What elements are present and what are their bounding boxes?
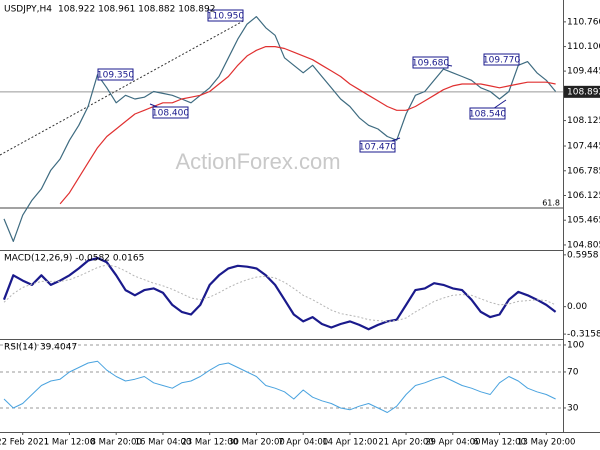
y-tick-label: 110.100 bbox=[567, 42, 600, 52]
panel-title: MACD(12,26,9) -0.0582 0.0165 bbox=[4, 254, 144, 264]
y-tick-label: 105.465 bbox=[567, 216, 600, 226]
series-line bbox=[59, 46, 556, 205]
y-tick-label: 107.445 bbox=[567, 142, 600, 152]
annotation-box bbox=[412, 56, 449, 69]
annotation-box bbox=[152, 106, 189, 119]
annotation-box bbox=[359, 140, 396, 153]
series-line bbox=[3, 16, 557, 242]
annotation-box bbox=[483, 53, 520, 66]
y-tick-label: 104.805 bbox=[567, 240, 600, 250]
x-tick-label: 22 Feb 2021 bbox=[0, 438, 49, 448]
y-tick-label: -0.3158 bbox=[567, 330, 600, 340]
annotation-label: 109.350 bbox=[97, 70, 134, 80]
price-box-label: 108.892 bbox=[567, 87, 600, 97]
annotation-label: 108.400 bbox=[152, 108, 189, 118]
x-tick-label: 21 Apr 20:00 bbox=[378, 438, 433, 448]
x-tick-label: 8 Mar 20:00 bbox=[91, 438, 142, 448]
panel-quote: 108.922 108.961 108.882 108.892 bbox=[58, 5, 215, 15]
y-tick-label: 30 bbox=[567, 403, 579, 413]
y-tick-label: 100 bbox=[567, 340, 584, 350]
annotation-label: 109.770 bbox=[483, 55, 520, 65]
x-tick-label: 23 Mar 12:00 bbox=[181, 438, 238, 448]
y-tick-label: 110.760 bbox=[567, 17, 600, 27]
x-tick-label: 14 Apr 12:00 bbox=[322, 438, 377, 448]
annotation-label: 110.950 bbox=[207, 11, 244, 21]
trend-line bbox=[0, 19, 246, 156]
annotation-box bbox=[97, 68, 134, 81]
x-tick-label: 30 Mar 20:00 bbox=[228, 438, 285, 448]
y-tick-label: 0.5958 bbox=[567, 250, 599, 260]
annotation-label: 108.540 bbox=[469, 109, 506, 119]
x-tick-label: 7 Apr 04:00 bbox=[278, 438, 328, 448]
watermark: ActionForex.com bbox=[175, 149, 340, 174]
panel-title: RSI(14) 39.4047 bbox=[4, 343, 77, 353]
x-tick-label: 1 Mar 12:00 bbox=[44, 438, 95, 448]
panel-title: USDJPY,H4 bbox=[4, 5, 52, 15]
y-tick-label: 106.125 bbox=[567, 191, 600, 201]
x-tick-label: 6 May 12:00 bbox=[473, 438, 526, 448]
series-line bbox=[3, 264, 556, 322]
x-tick-label: 16 Mar 04:00 bbox=[135, 438, 192, 448]
y-tick-label: 108.125 bbox=[567, 116, 600, 126]
fib-label: 61.8 bbox=[542, 199, 560, 208]
series-line bbox=[2, 256, 557, 331]
annotation-label: 109.680 bbox=[412, 58, 449, 68]
annotation-box bbox=[469, 107, 506, 120]
series-line bbox=[3, 360, 556, 413]
y-tick-label: 109.445 bbox=[567, 67, 600, 77]
x-tick-label: 29 Apr 04:00 bbox=[425, 438, 480, 448]
x-tick-label: 13 May 20:00 bbox=[517, 438, 575, 448]
annotation-box bbox=[207, 9, 244, 22]
y-tick-label: 106.785 bbox=[567, 166, 600, 176]
y-tick-label: 0.00 bbox=[567, 302, 587, 312]
annotation-label: 107.470 bbox=[359, 142, 396, 152]
y-tick-label: 70 bbox=[567, 367, 579, 377]
price-box bbox=[564, 85, 600, 98]
